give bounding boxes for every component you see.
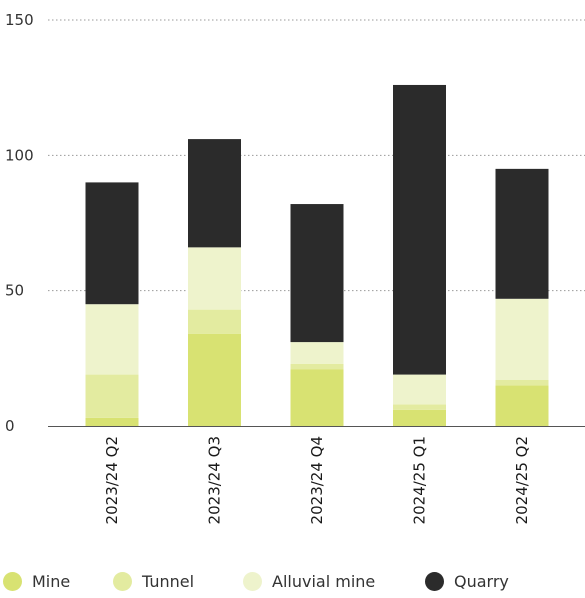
bars bbox=[85, 84, 549, 426]
legend-swatch bbox=[113, 572, 132, 591]
legend-swatch bbox=[243, 572, 262, 591]
bar-segment-alluvial-mine bbox=[85, 304, 139, 375]
bar-segment-tunnel bbox=[85, 374, 139, 418]
y-axis-ticks: 0 50 100 150 bbox=[5, 11, 34, 435]
bar-segment-tunnel bbox=[495, 379, 549, 386]
bar-segment-alluvial-mine bbox=[495, 298, 549, 380]
stacked-bar-chart: 0 50 100 150 2023/24 Q2 2023/24 Q3 2023/24 Q4… bbox=[5, 11, 585, 524]
legend-label: Alluvial mine bbox=[272, 572, 376, 591]
bar-segment-mine bbox=[495, 385, 549, 426]
legend-label: Quarry bbox=[454, 572, 509, 591]
bar-segment-quarry bbox=[85, 182, 139, 305]
bar-segment-quarry bbox=[188, 139, 241, 248]
bar-segment-mine bbox=[290, 369, 344, 426]
bar-segment-mine bbox=[85, 417, 139, 426]
x-tick-label: 2023/24 Q4 bbox=[308, 436, 326, 524]
y-tick-label: 100 bbox=[5, 146, 34, 164]
bar-segment-quarry bbox=[290, 204, 344, 343]
bar-segment-tunnel bbox=[393, 404, 446, 410]
bar-segment-tunnel bbox=[290, 363, 344, 370]
y-tick-label: 0 bbox=[5, 417, 15, 435]
bar-segment-quarry bbox=[393, 84, 446, 375]
legend-label: Tunnel bbox=[142, 572, 195, 591]
bar-segment-mine bbox=[188, 333, 241, 426]
x-tick-label: 2023/24 Q3 bbox=[206, 436, 224, 524]
x-tick-label: 2024/25 Q2 bbox=[513, 436, 531, 524]
legend-item-tunnel: Tunnel bbox=[113, 572, 194, 591]
legend-item-mine: Mine bbox=[3, 572, 70, 591]
x-tick-label: 2023/24 Q2 bbox=[103, 436, 121, 524]
bar-segment-mine bbox=[393, 409, 446, 426]
x-axis-labels: 2023/24 Q2 2023/24 Q3 2023/24 Q4 2024/25 Q1… bbox=[103, 436, 531, 524]
bar-segment-quarry bbox=[495, 168, 549, 299]
legend: Mine Tunnel Alluvial mine Quarry bbox=[0, 572, 585, 598]
bar-segment-alluvial-mine bbox=[393, 374, 446, 405]
y-tick-label: 150 bbox=[5, 11, 34, 29]
legend-item-quarry: Quarry bbox=[425, 572, 509, 591]
legend-item-alluvial-mine: Alluvial mine bbox=[243, 572, 375, 591]
y-tick-label: 50 bbox=[5, 282, 24, 300]
legend-label: Mine bbox=[32, 572, 71, 591]
x-tick-label: 2024/25 Q1 bbox=[411, 436, 429, 524]
bar-segment-alluvial-mine bbox=[290, 342, 344, 364]
bar-segment-tunnel bbox=[188, 309, 241, 334]
bar-segment-alluvial-mine bbox=[188, 247, 241, 310]
legend-swatch bbox=[3, 572, 22, 591]
legend-swatch bbox=[425, 572, 444, 591]
